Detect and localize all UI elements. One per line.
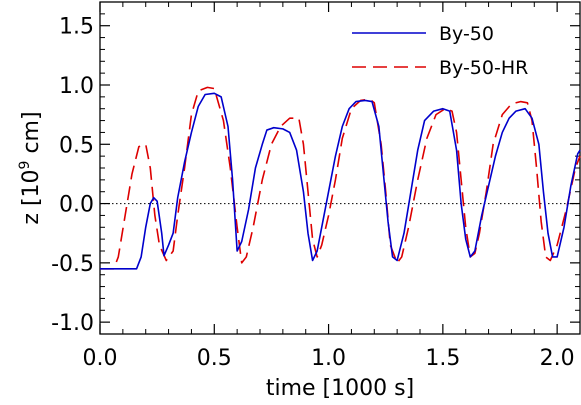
y-tick-label: 0.0 [59, 193, 94, 218]
x-tick-label: 1.0 [311, 346, 346, 371]
y-tick-label: -1.0 [51, 311, 94, 336]
plot-frame [99, 1, 581, 335]
y-axis-title-prefix: z [10 [19, 169, 44, 224]
y-axis-title-exponent: 9 [17, 161, 33, 170]
legend-label-by-50-hr: By-50-HR [439, 57, 528, 79]
plot-area [99, 1, 581, 335]
x-axis-title: time [1000 s] [266, 376, 414, 401]
x-tick-label: 2.0 [540, 346, 575, 371]
x-tick-labels: 0.0 0.5 1.0 1.5 2.0 [83, 346, 575, 371]
y-ticks [100, 13, 580, 323]
y-tick-label: -0.5 [51, 252, 94, 277]
y-tick-labels: -1.0 -0.5 0.0 0.5 1.0 1.5 [51, 15, 94, 336]
y-tick-label: 1.0 [59, 74, 94, 99]
x-tick-label: 1.5 [425, 346, 460, 371]
y-tick-label: 1.5 [59, 15, 94, 40]
y-axis-title: z [109 cm] [17, 111, 44, 224]
series-layer [100, 86, 581, 270]
x-tick-label: 0.0 [83, 346, 118, 371]
x-tick-label: 0.5 [197, 346, 232, 371]
x-ticks [99, 2, 558, 334]
series-line-by-50 [100, 92, 581, 270]
legend-label-by-50: By-50 [439, 23, 494, 45]
y-tick-label: 0.5 [59, 133, 94, 158]
legend: By-50 By-50-HR [352, 23, 528, 79]
y-axis-title-suffix: cm] [19, 111, 44, 160]
series-line-by-50-hr [100, 86, 581, 270]
